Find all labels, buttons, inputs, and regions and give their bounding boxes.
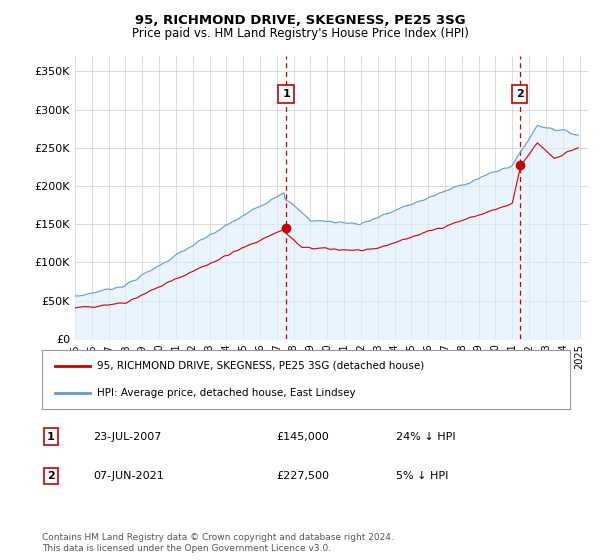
Text: HPI: Average price, detached house, East Lindsey: HPI: Average price, detached house, East… <box>97 388 356 398</box>
Text: £227,500: £227,500 <box>276 471 329 481</box>
Text: 2: 2 <box>47 471 55 481</box>
Text: £145,000: £145,000 <box>276 432 329 442</box>
Text: 2: 2 <box>515 89 523 99</box>
Text: 95, RICHMOND DRIVE, SKEGNESS, PE25 3SG: 95, RICHMOND DRIVE, SKEGNESS, PE25 3SG <box>134 14 466 27</box>
Text: 1: 1 <box>282 89 290 99</box>
Text: 5% ↓ HPI: 5% ↓ HPI <box>396 471 448 481</box>
Text: 24% ↓ HPI: 24% ↓ HPI <box>396 432 455 442</box>
Text: 1: 1 <box>47 432 55 442</box>
Text: 95, RICHMOND DRIVE, SKEGNESS, PE25 3SG (detached house): 95, RICHMOND DRIVE, SKEGNESS, PE25 3SG (… <box>97 361 425 371</box>
Text: Price paid vs. HM Land Registry's House Price Index (HPI): Price paid vs. HM Land Registry's House … <box>131 27 469 40</box>
Text: 07-JUN-2021: 07-JUN-2021 <box>93 471 164 481</box>
Text: 23-JUL-2007: 23-JUL-2007 <box>93 432 161 442</box>
Text: Contains HM Land Registry data © Crown copyright and database right 2024.
This d: Contains HM Land Registry data © Crown c… <box>42 533 394 553</box>
